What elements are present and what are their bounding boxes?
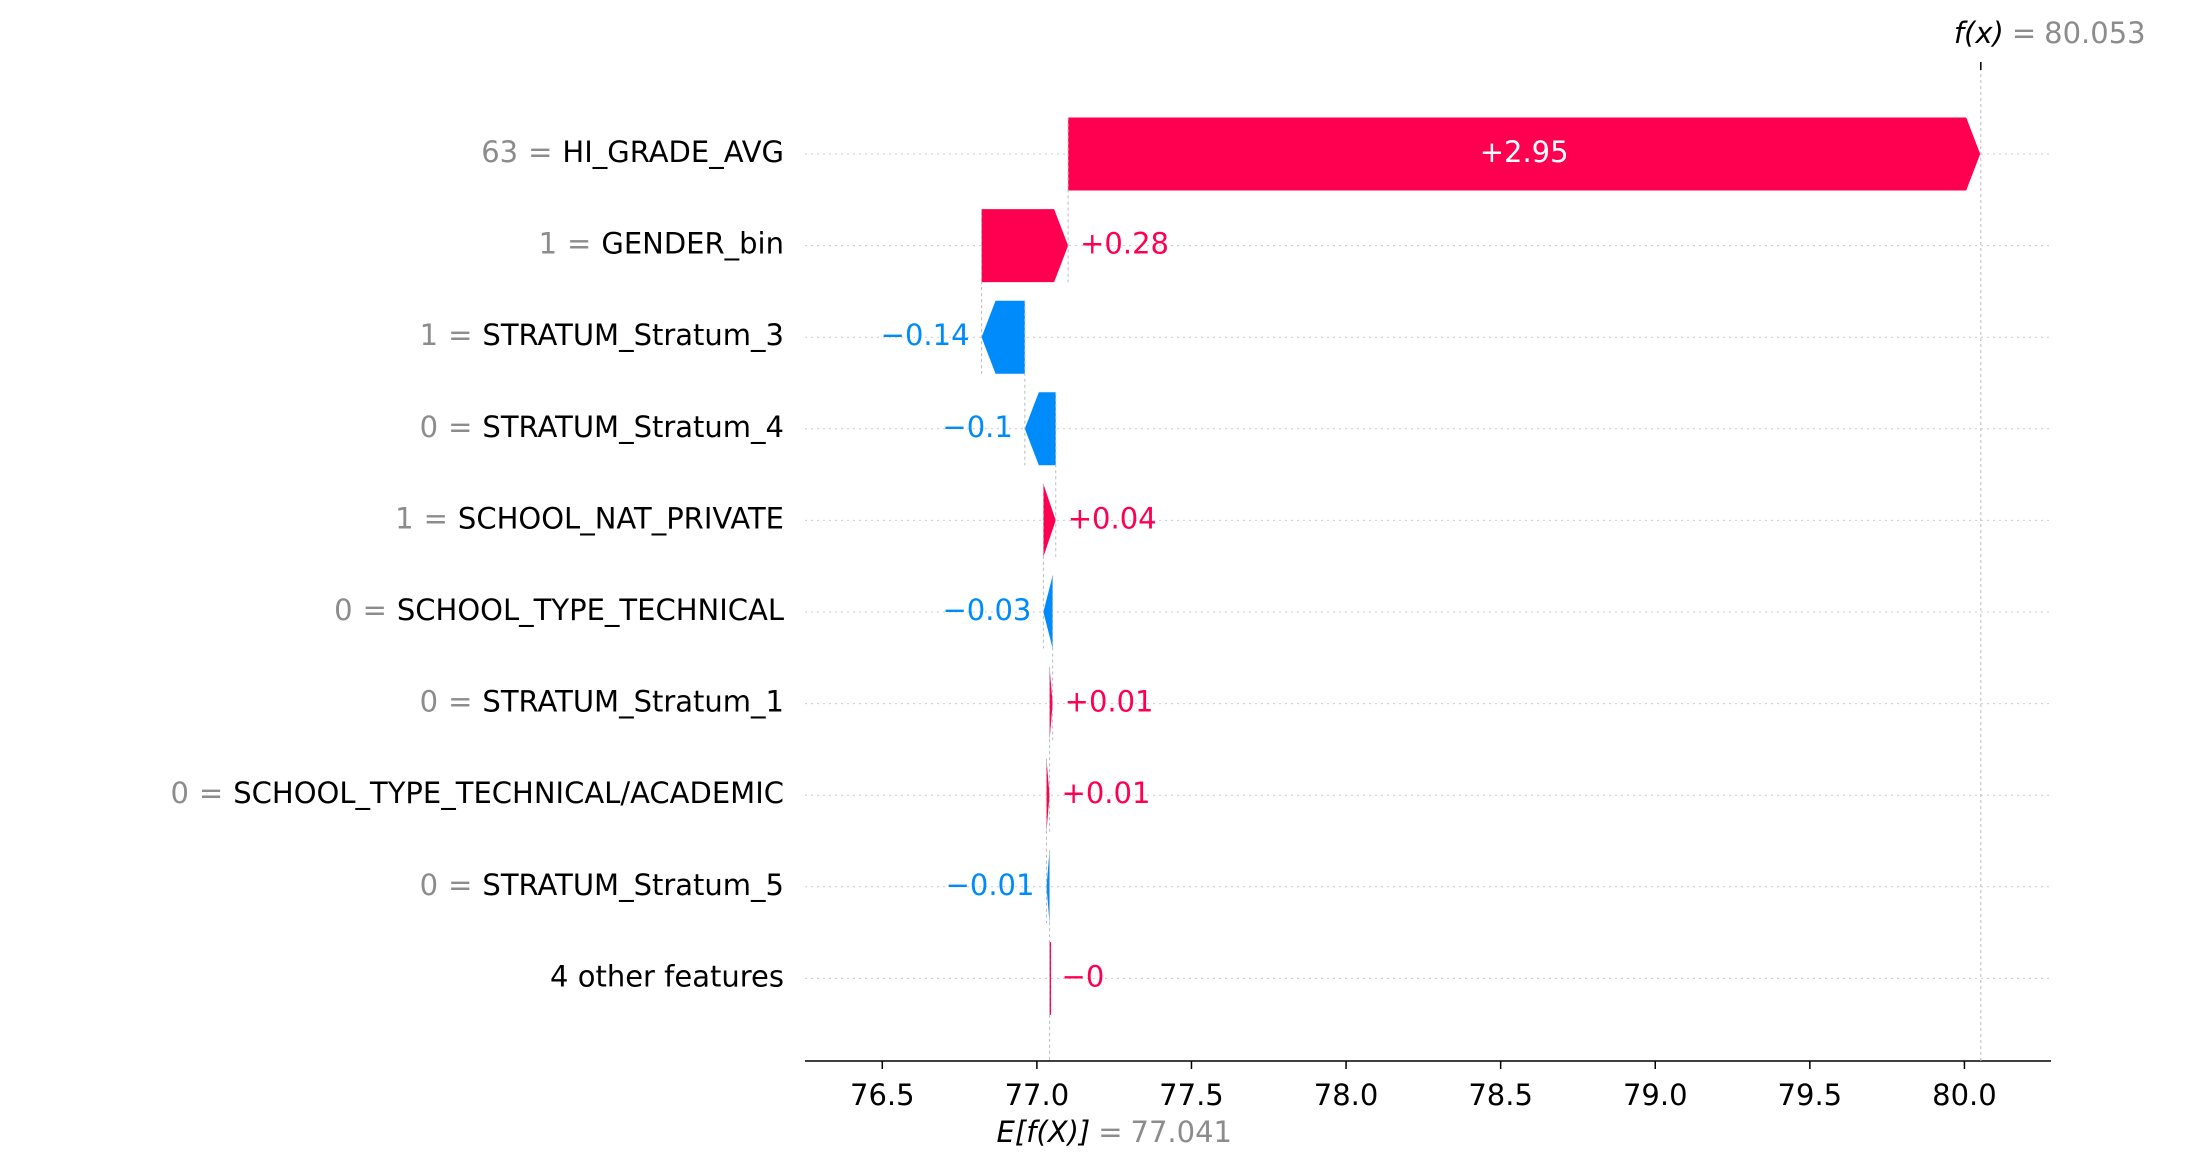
value-label: +0.28	[1080, 227, 1169, 261]
feature-value: 1	[539, 227, 557, 261]
feature-name: STRATUM_Stratum_3	[482, 318, 784, 352]
equals-sign: =	[199, 776, 223, 810]
x-tick-label: 80.0	[1932, 1078, 1997, 1112]
feature-value: 0	[420, 410, 438, 444]
feature-label: 1 = GENDER_bin	[539, 227, 784, 261]
base-name: E[f(X)]	[997, 1115, 1091, 1149]
feature-label: 0 = SCHOOL_TYPE_TECHNICAL	[334, 593, 784, 627]
feature-value: 1	[395, 501, 413, 535]
bar	[1049, 667, 1053, 741]
base-value: 77.041	[1131, 1115, 1232, 1149]
bar	[981, 300, 1025, 374]
equals-sign: =	[448, 410, 472, 444]
feature-value: 0	[420, 868, 438, 902]
feature-label: 63 = HI_GRADE_AVG	[481, 135, 784, 169]
equals-sign: =	[448, 318, 472, 352]
feature-label: 0 = STRATUM_Stratum_5	[420, 868, 784, 902]
bar	[1068, 117, 1981, 191]
bar	[981, 209, 1069, 283]
equals-sign: =	[363, 593, 387, 627]
feature-label: 0 = SCHOOL_TYPE_TECHNICAL/ACADEMIC	[170, 776, 784, 810]
feature-label: 1 = STRATUM_Stratum_3	[420, 318, 784, 352]
bar	[1043, 575, 1053, 649]
feature-name: STRATUM_Stratum_4	[482, 410, 784, 444]
fx-value: 80.053	[2044, 16, 2145, 50]
value-label: +0.04	[1068, 501, 1157, 535]
value-label: +0.01	[1062, 776, 1151, 810]
feature-name: SCHOOL_NAT_PRIVATE	[458, 501, 784, 535]
equals-sign: =	[528, 135, 552, 169]
feature-label: 0 = STRATUM_Stratum_4	[420, 410, 784, 444]
feature-name: 4 other features	[550, 959, 784, 993]
x-tick-label: 79.0	[1623, 1078, 1688, 1112]
feature-name: HI_GRADE_AVG	[562, 135, 784, 169]
equals-sign: =	[448, 868, 472, 902]
value-label: −0.03	[943, 593, 1032, 627]
bar	[1046, 758, 1050, 832]
feature-label: 1 = SCHOOL_NAT_PRIVATE	[395, 501, 784, 535]
equals-sign: =	[567, 227, 591, 261]
feature-value: 0	[334, 593, 352, 627]
x-tick-label: 78.0	[1314, 1078, 1379, 1112]
feature-label: 0 = STRATUM_Stratum_1	[420, 685, 784, 719]
feature-value: 0	[420, 685, 438, 719]
value-label: +2.95	[1480, 135, 1569, 169]
equals-sign: =	[424, 501, 448, 535]
x-tick-label: 79.5	[1778, 1078, 1843, 1112]
feature-value: 63	[481, 135, 518, 169]
base-equals: =	[1098, 1115, 1122, 1149]
equals-sign: =	[448, 685, 472, 719]
x-tick-label: 77.0	[1005, 1078, 1070, 1112]
feature-name: SCHOOL_TYPE_TECHNICAL	[397, 593, 784, 627]
value-label: −0.1	[942, 410, 1012, 444]
x-tick-label: 77.5	[1159, 1078, 1224, 1112]
value-label: −0.01	[946, 868, 1035, 902]
feature-name: GENDER_bin	[601, 227, 784, 261]
feature-name: SCHOOL_TYPE_TECHNICAL/ACADEMIC	[233, 776, 784, 810]
value-label: +0.01	[1065, 685, 1154, 719]
x-tick-label: 76.5	[850, 1078, 915, 1112]
feature-name: STRATUM_Stratum_1	[482, 685, 784, 719]
feature-value: 1	[420, 318, 438, 352]
value-label: −0	[1062, 959, 1105, 993]
feature-label: 4 other features	[550, 959, 784, 993]
value-label: −0.14	[881, 318, 970, 352]
fx-label: f(x) = 80.053	[1954, 16, 2146, 50]
bar	[1024, 392, 1056, 466]
bar	[1043, 483, 1056, 557]
feature-name: STRATUM_Stratum_5	[482, 868, 784, 902]
fx-name: f(x)	[1954, 16, 2004, 50]
fx-equals: =	[2012, 16, 2036, 50]
base-label: E[f(X)] = 77.041	[997, 1115, 1232, 1149]
feature-value: 0	[170, 776, 188, 810]
bar	[1046, 850, 1050, 924]
x-tick-label: 78.5	[1468, 1078, 1533, 1112]
